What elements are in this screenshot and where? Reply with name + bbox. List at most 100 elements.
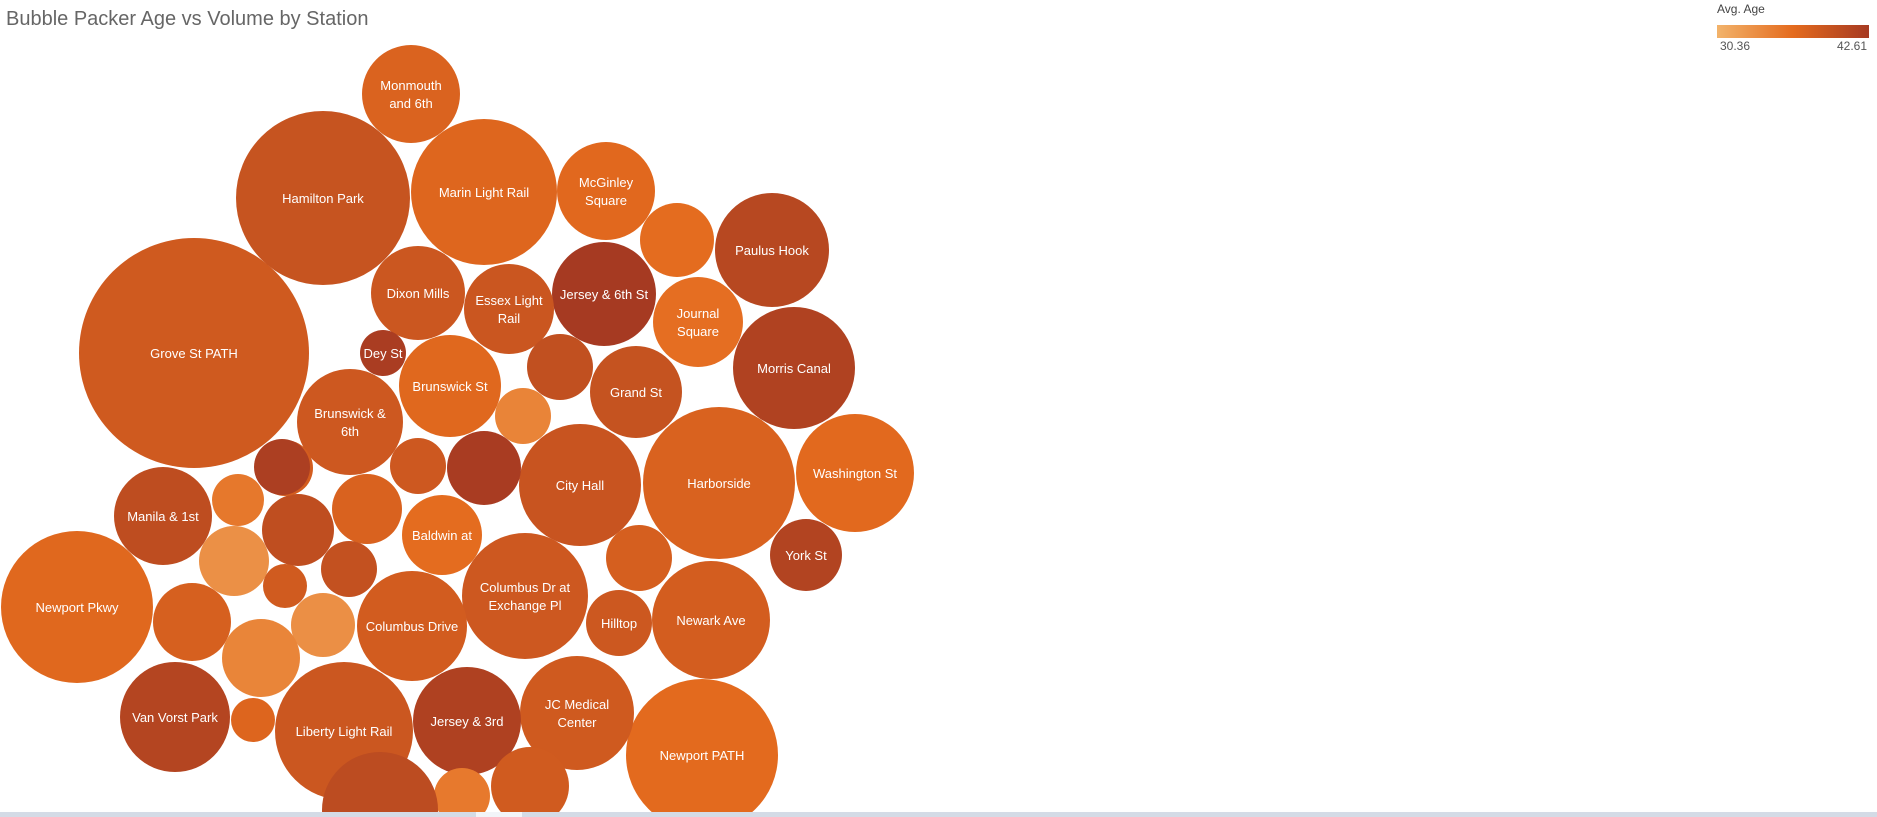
bubble-newport-pkwy[interactable]: Newport Pkwy (1, 531, 153, 683)
bubble-mark[interactable] (120, 662, 230, 772)
bubble-unlabeled[interactable] (254, 439, 310, 495)
bubble-mark[interactable] (263, 564, 307, 608)
bubble-marin-light-rail[interactable]: Marin Light Rail (411, 119, 557, 265)
bubble-morris-canal[interactable]: Morris Canal (733, 307, 855, 429)
horizontal-scrollbar[interactable] (0, 812, 1877, 817)
bubble-washington-st[interactable]: Washington St (796, 414, 914, 532)
bubble-mark[interactable] (332, 474, 402, 544)
bubble-mcginley-square[interactable]: McGinley Square (557, 142, 655, 240)
bubble-mark[interactable] (653, 277, 743, 367)
bubble-monmouth-and-6th[interactable]: Monmouth and 6th (362, 45, 460, 143)
scrollbar-thumb[interactable] (476, 812, 522, 817)
bubble-unlabeled[interactable] (212, 474, 264, 526)
bubble-mark[interactable] (733, 307, 855, 429)
bubble-mark[interactable] (552, 242, 656, 346)
bubble-unlabeled[interactable] (231, 698, 275, 742)
bubble-grove-st-path[interactable]: Grove St PATH (79, 238, 309, 468)
bubble-unlabeled[interactable] (199, 526, 269, 596)
bubble-jersey-and-6th-st[interactable]: Jersey & 6th St (552, 242, 656, 346)
bubble-essex-light-rail[interactable]: Essex Light Rail (464, 264, 554, 354)
bubble-mark[interactable] (199, 526, 269, 596)
bubble-van-vorst-park[interactable]: Van Vorst Park (120, 662, 230, 772)
bubble-mark[interactable] (491, 747, 569, 812)
bubble-manila-and-1st[interactable]: Manila & 1st (114, 467, 212, 565)
bubble-unlabeled[interactable] (390, 438, 446, 494)
bubble-mark[interactable] (254, 439, 310, 495)
bubble-mark[interactable] (626, 679, 778, 812)
bubble-mark[interactable] (586, 590, 652, 656)
bubble-mark[interactable] (231, 698, 275, 742)
bubble-mark[interactable] (1, 531, 153, 683)
bubble-unlabeled[interactable] (434, 768, 490, 812)
bubble-unlabeled[interactable] (491, 747, 569, 812)
bubble-mark[interactable] (413, 667, 521, 775)
bubble-mark[interactable] (222, 619, 300, 697)
bubble-columbus-dr-at-exchange-pl[interactable]: Columbus Dr at Exchange Pl (462, 533, 588, 659)
bubble-unlabeled[interactable] (291, 593, 355, 657)
bubble-mark[interactable] (464, 264, 554, 354)
bubble-unlabeled[interactable] (321, 541, 377, 597)
bubble-mark[interactable] (79, 238, 309, 468)
bubble-dey-st[interactable]: Dey St (360, 330, 406, 376)
bubble-brunswick-and-6th[interactable]: Brunswick & 6th (297, 369, 403, 475)
bubble-unlabeled[interactable] (322, 752, 438, 812)
bubble-mark[interactable] (557, 142, 655, 240)
bubble-unlabeled[interactable] (640, 203, 714, 277)
bubble-mark[interactable] (520, 656, 634, 770)
bubble-mark[interactable] (643, 407, 795, 559)
bubble-unlabeled[interactable] (222, 619, 300, 697)
bubble-mark[interactable] (212, 474, 264, 526)
bubble-mark[interactable] (262, 494, 334, 566)
bubble-city-hall[interactable]: City Hall (519, 424, 641, 546)
bubble-mark[interactable] (519, 424, 641, 546)
bubble-unlabeled[interactable] (263, 564, 307, 608)
bubble-baldwin-at[interactable]: Baldwin at (402, 495, 482, 575)
bubble-mark[interactable] (236, 111, 410, 285)
bubble-mark[interactable] (402, 495, 482, 575)
bubble-mark[interactable] (462, 533, 588, 659)
bubble-hilltop[interactable]: Hilltop (586, 590, 652, 656)
bubble-mark[interactable] (390, 438, 446, 494)
bubble-mark[interactable] (411, 119, 557, 265)
bubble-unlabeled[interactable] (447, 431, 521, 505)
bubble-mark[interactable] (360, 330, 406, 376)
bubble-mark[interactable] (362, 45, 460, 143)
bubble-hamilton-park[interactable]: Hamilton Park (236, 111, 410, 285)
bubble-mark[interactable] (153, 583, 231, 661)
bubble-jersey-and-3rd[interactable]: Jersey & 3rd (413, 667, 521, 775)
bubble-mark[interactable] (291, 593, 355, 657)
bubble-mark[interactable] (652, 561, 770, 679)
bubble-mark[interactable] (434, 768, 490, 812)
bubble-mark[interactable] (590, 346, 682, 438)
bubble-dixon-mills[interactable]: Dixon Mills (371, 246, 465, 340)
bubble-unlabeled[interactable] (606, 525, 672, 591)
bubble-york-st[interactable]: York St (770, 519, 842, 591)
bubble-mark[interactable] (606, 525, 672, 591)
bubble-mark[interactable] (715, 193, 829, 307)
bubble-mark[interactable] (297, 369, 403, 475)
bubble-columbus-drive[interactable]: Columbus Drive (357, 571, 467, 681)
bubble-mark[interactable] (371, 246, 465, 340)
bubble-mark[interactable] (495, 388, 551, 444)
bubble-journal-square[interactable]: Journal Square (653, 277, 743, 367)
bubble-mark[interactable] (322, 752, 438, 812)
bubble-mark[interactable] (321, 541, 377, 597)
bubble-mark[interactable] (114, 467, 212, 565)
bubble-mark[interactable] (770, 519, 842, 591)
bubble-paulus-hook[interactable]: Paulus Hook (715, 193, 829, 307)
bubble-mark[interactable] (399, 335, 501, 437)
bubble-mark[interactable] (447, 431, 521, 505)
bubble-unlabeled[interactable] (153, 583, 231, 661)
bubble-grand-st[interactable]: Grand St (590, 346, 682, 438)
bubble-brunswick-st[interactable]: Brunswick St (399, 335, 501, 437)
bubble-newport-path[interactable]: Newport PATH (626, 679, 778, 812)
bubble-jc-medical-center[interactable]: JC Medical Center (520, 656, 634, 770)
bubble-newark-ave[interactable]: Newark Ave (652, 561, 770, 679)
bubble-unlabeled[interactable] (495, 388, 551, 444)
bubble-unlabeled[interactable] (262, 494, 334, 566)
bubble-mark[interactable] (527, 334, 593, 400)
bubble-unlabeled[interactable] (332, 474, 402, 544)
bubble-mark[interactable] (357, 571, 467, 681)
bubble-harborside[interactable]: Harborside (643, 407, 795, 559)
bubble-mark[interactable] (796, 414, 914, 532)
